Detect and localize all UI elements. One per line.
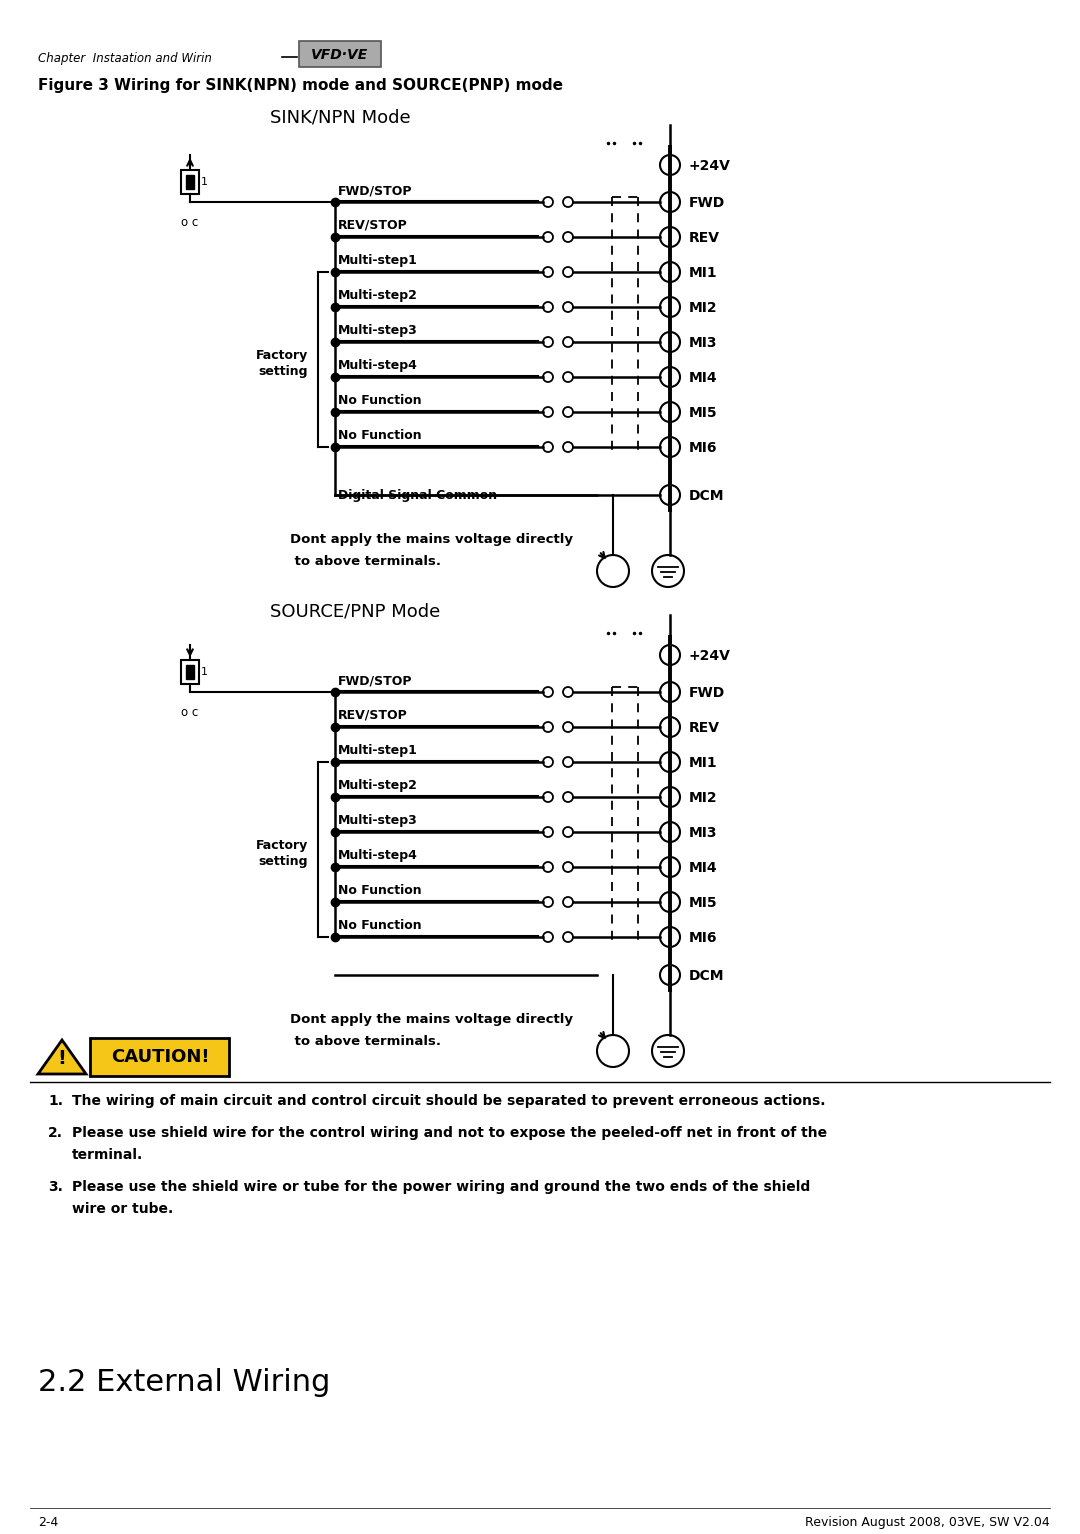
Text: wire or tube.: wire or tube. (72, 1203, 173, 1216)
Text: DCM: DCM (689, 489, 725, 503)
Text: REV/STOP: REV/STOP (338, 219, 408, 232)
Text: CAUTION!: CAUTION! (111, 1048, 210, 1066)
Text: +24V: +24V (689, 649, 731, 663)
Text: MI6: MI6 (689, 931, 717, 945)
Text: Multi-step1: Multi-step1 (338, 255, 418, 267)
Text: o c: o c (181, 706, 199, 719)
Text: Multi-step3: Multi-step3 (338, 324, 418, 337)
Text: REV/STOP: REV/STOP (338, 709, 408, 723)
Text: MI4: MI4 (689, 371, 717, 385)
Text: Multi-step1: Multi-step1 (338, 744, 418, 756)
FancyBboxPatch shape (186, 175, 194, 189)
Text: VFD·VE: VFD·VE (311, 48, 368, 61)
Text: No Function: No Function (338, 919, 421, 933)
Text: MI1: MI1 (689, 265, 717, 281)
Text: Revision August 2008, 03VE, SW V2.04: Revision August 2008, 03VE, SW V2.04 (806, 1516, 1050, 1529)
FancyBboxPatch shape (186, 666, 194, 680)
FancyBboxPatch shape (181, 170, 199, 193)
Text: SINK/NPN Mode: SINK/NPN Mode (270, 107, 410, 126)
Text: REV: REV (689, 721, 720, 735)
Text: MI5: MI5 (689, 407, 717, 420)
Text: Factory
setting: Factory setting (256, 350, 308, 377)
Text: DCM: DCM (689, 969, 725, 983)
Text: 1.: 1. (48, 1094, 63, 1108)
Text: Multi-step2: Multi-step2 (338, 779, 418, 792)
Text: MI2: MI2 (689, 301, 717, 314)
Text: Please use the shield wire or tube for the power wiring and ground the two ends : Please use the shield wire or tube for t… (72, 1180, 810, 1193)
Text: The wiring of main circuit and control circuit should be separated to prevent er: The wiring of main circuit and control c… (72, 1094, 825, 1108)
Text: MI3: MI3 (689, 336, 717, 350)
Text: terminal.: terminal. (72, 1147, 144, 1161)
Text: Multi-step4: Multi-step4 (338, 359, 418, 373)
FancyBboxPatch shape (181, 660, 199, 684)
Text: Multi-step4: Multi-step4 (338, 848, 418, 862)
Text: +24V: +24V (689, 160, 731, 173)
Text: MI3: MI3 (689, 825, 717, 841)
Text: 1: 1 (201, 667, 208, 676)
Text: SOURCE/PNP Mode: SOURCE/PNP Mode (270, 601, 441, 620)
Text: !: ! (57, 1049, 67, 1068)
Text: Factory
setting: Factory setting (256, 839, 308, 868)
Text: 2.: 2. (48, 1126, 63, 1140)
Text: FWD/STOP: FWD/STOP (338, 184, 413, 196)
Text: MI1: MI1 (689, 756, 717, 770)
Polygon shape (38, 1040, 86, 1074)
Text: to above terminals.: to above terminals. (291, 555, 441, 568)
Text: Multi-step3: Multi-step3 (338, 815, 418, 827)
Text: 2-4: 2-4 (38, 1516, 58, 1529)
Text: MI4: MI4 (689, 861, 717, 874)
Text: Dont apply the mains voltage directly: Dont apply the mains voltage directly (291, 532, 573, 546)
Text: 3.: 3. (48, 1180, 63, 1193)
Text: No Function: No Function (338, 884, 421, 897)
Text: Chapter  Instaation and Wirin: Chapter Instaation and Wirin (38, 52, 212, 64)
Text: MI2: MI2 (689, 792, 717, 805)
Text: to above terminals.: to above terminals. (291, 1035, 441, 1048)
Text: Digital Signal Common: Digital Signal Common (338, 489, 497, 503)
Text: MI6: MI6 (689, 440, 717, 456)
Text: 2.2 External Wiring: 2.2 External Wiring (38, 1368, 330, 1397)
Text: MI5: MI5 (689, 896, 717, 910)
Text: No Function: No Function (338, 430, 421, 442)
FancyBboxPatch shape (299, 41, 381, 67)
Text: o c: o c (181, 216, 199, 229)
Text: REV: REV (689, 232, 720, 245)
Text: Please use shield wire for the control wiring and not to expose the peeled-off n: Please use shield wire for the control w… (72, 1126, 827, 1140)
Text: Figure 3 Wiring for SINK(NPN) mode and SOURCE(PNP) mode: Figure 3 Wiring for SINK(NPN) mode and S… (38, 78, 563, 94)
FancyBboxPatch shape (90, 1039, 229, 1075)
Text: FWD: FWD (689, 196, 726, 210)
Text: No Function: No Function (338, 394, 421, 407)
Text: 1: 1 (201, 176, 208, 187)
Text: Dont apply the mains voltage directly: Dont apply the mains voltage directly (291, 1012, 573, 1026)
Text: FWD/STOP: FWD/STOP (338, 673, 413, 687)
Text: FWD: FWD (689, 686, 726, 700)
Text: Multi-step2: Multi-step2 (338, 288, 418, 302)
